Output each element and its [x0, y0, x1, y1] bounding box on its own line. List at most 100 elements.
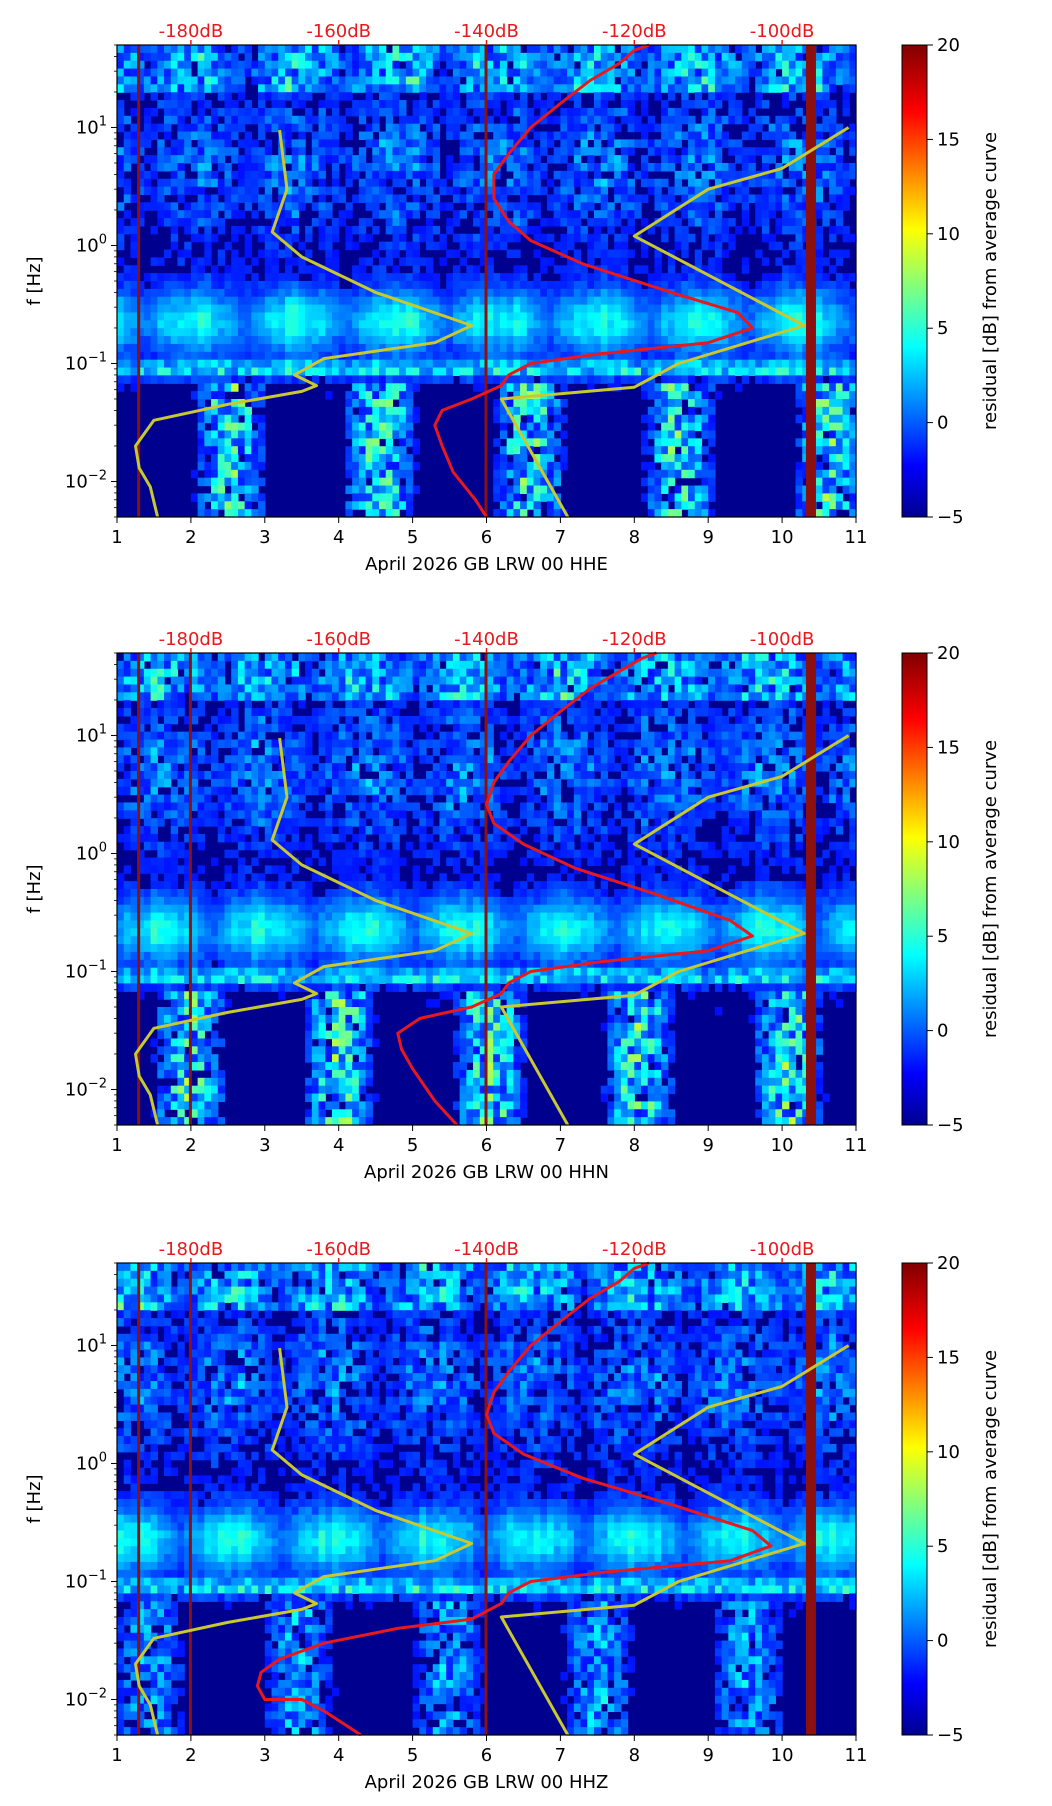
- heatmap-cell: [150, 747, 158, 756]
- heatmap-cell: [432, 131, 441, 140]
- heatmap-cell: [466, 288, 474, 298]
- heatmap-cell: [459, 281, 467, 290]
- heatmap-cell: [157, 983, 165, 992]
- heatmap-cell: [412, 147, 420, 156]
- heatmap-cell: [795, 147, 803, 156]
- heatmap-cell: [311, 296, 320, 306]
- heatmap-cell: [708, 257, 716, 266]
- heatmap-cell: [466, 163, 474, 172]
- heatmap-cell: [284, 210, 293, 219]
- heatmap-cell: [184, 320, 192, 329]
- heatmap-cell: [573, 123, 582, 133]
- heatmap-cell: [607, 202, 615, 211]
- heatmap-cell: [627, 100, 635, 109]
- heatmap-cell: [204, 493, 212, 502]
- heatmap-cell: [567, 139, 575, 148]
- heatmap-cell: [647, 351, 656, 361]
- heatmap-cell: [748, 343, 756, 353]
- heatmap-cell: [815, 343, 824, 353]
- heatmap-cell: [432, 367, 441, 376]
- heatmap-cell: [117, 312, 125, 321]
- heatmap-cell: [775, 296, 783, 306]
- heatmap-cell: [761, 328, 770, 337]
- heatmap-cell: [224, 288, 232, 298]
- heatmap-cell: [540, 163, 548, 172]
- heatmap-cell: [379, 139, 387, 148]
- heatmap-cell: [714, 92, 723, 101]
- heatmap-cell: [130, 676, 138, 686]
- heatmap-cell: [137, 983, 145, 992]
- heatmap-cell: [661, 509, 669, 518]
- heatmap-cell: [634, 281, 642, 290]
- heatmap-cell: [815, 367, 824, 376]
- heatmap-cell: [358, 194, 367, 203]
- heatmap-cell: [452, 52, 461, 62]
- heatmap-cell: [667, 186, 676, 196]
- heatmap-cell: [318, 351, 326, 361]
- heatmap-cell: [526, 155, 535, 164]
- heatmap-cell: [123, 668, 132, 678]
- heatmap-cell: [244, 265, 252, 274]
- heatmap-cell: [506, 446, 514, 455]
- heatmap-cell: [419, 131, 427, 140]
- heatmap-cell: [150, 123, 158, 133]
- heatmap-cell: [231, 477, 239, 487]
- heatmap-cell: [506, 225, 514, 235]
- heatmap-cell: [553, 115, 561, 125]
- heatmap-cell: [708, 296, 716, 306]
- heatmap-cell: [688, 359, 696, 369]
- heatmap-cell: [365, 178, 373, 188]
- heatmap-cell: [634, 288, 642, 298]
- heatmap-cell: [553, 399, 561, 408]
- heatmap-cell: [211, 414, 219, 424]
- heatmap-cell: [352, 60, 360, 70]
- heatmap-cell: [493, 84, 501, 93]
- heatmap-cell: [755, 320, 763, 329]
- heatmap-cell: [157, 1069, 165, 1079]
- heatmap-cell: [520, 485, 528, 494]
- heatmap-cell: [499, 461, 508, 471]
- heatmap-cell: [392, 367, 400, 376]
- heatmap-cell: [533, 406, 541, 416]
- heatmap-cell: [714, 218, 723, 227]
- heatmap-cell: [392, 218, 400, 227]
- heatmap-cell: [271, 107, 279, 117]
- heatmap-cell: [190, 273, 199, 282]
- heatmap-cell: [459, 107, 467, 117]
- heatmap-cell: [835, 139, 844, 148]
- heatmap-cell: [123, 747, 132, 756]
- heatmap-cell: [298, 92, 306, 101]
- heatmap-cell: [667, 210, 676, 219]
- heatmap-cell: [137, 889, 145, 898]
- heatmap-cell: [271, 257, 279, 266]
- heatmap-cell: [681, 68, 689, 78]
- heatmap-cell: [305, 194, 313, 203]
- heatmap-cell: [620, 265, 629, 274]
- heatmap-cell: [634, 123, 642, 133]
- heatmap-cell: [130, 841, 138, 851]
- heatmap-cell: [560, 343, 568, 353]
- heatmap-cell: [822, 320, 830, 329]
- heatmap-cell: [190, 84, 199, 93]
- heatmap-cell: [412, 60, 420, 70]
- heatmap-cell: [614, 273, 622, 282]
- heatmap-cell: [217, 446, 226, 455]
- heatmap-cell: [446, 328, 454, 337]
- heatmap-cell: [278, 312, 286, 321]
- heatmap-cell: [654, 288, 662, 298]
- heatmap-cell: [627, 178, 635, 188]
- heatmap-cell: [177, 155, 185, 164]
- heatmap-cell: [204, 202, 212, 211]
- heatmap-cell: [674, 375, 682, 384]
- heatmap-cell: [567, 52, 575, 62]
- heatmap-cell: [177, 163, 185, 172]
- heatmap-cell: [345, 52, 353, 62]
- heatmap-cell: [372, 123, 380, 133]
- heatmap-cell: [392, 225, 400, 235]
- heatmap-cell: [654, 194, 662, 203]
- heatmap-cell: [204, 288, 212, 298]
- heatmap-cell: [540, 446, 548, 455]
- heatmap-cell: [432, 100, 441, 109]
- heatmap-cell: [627, 218, 635, 227]
- heatmap-cell: [506, 343, 514, 353]
